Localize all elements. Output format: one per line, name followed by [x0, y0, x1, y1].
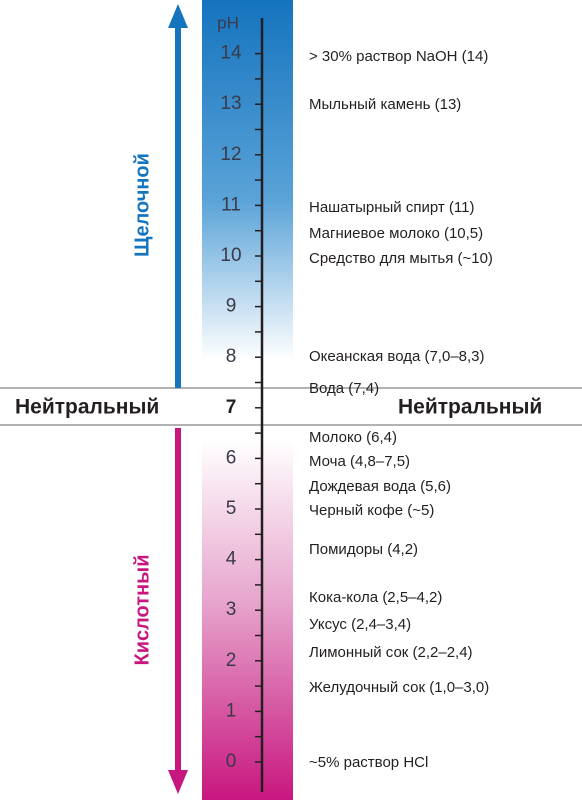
alkaline-label: Щелочной: [131, 153, 153, 257]
substance-label: Вода (7,4): [309, 380, 379, 397]
substance-label: Моча (4,8–7,5): [309, 453, 410, 470]
tick-label: 6: [226, 447, 237, 468]
substance-label: Желудочный сок (1,0–3,0): [309, 679, 489, 696]
alkaline-arrow-head: [168, 4, 188, 28]
neutral-band: [202, 389, 293, 424]
neutral-label: Нейтральный: [398, 396, 542, 419]
substance-label: Лимонный сок (2,2–2,4): [309, 644, 473, 661]
substance-label: Средство для мытья (~10): [309, 250, 493, 267]
substance-label: > 30% раствор NaOH (14): [309, 48, 488, 65]
tick-label: 11: [221, 194, 241, 215]
tick-label: 8: [226, 346, 237, 367]
tick-label: 5: [226, 498, 237, 519]
tick-label: 14: [220, 43, 242, 64]
tick-label: 7: [226, 397, 237, 418]
tick-label: 0: [226, 751, 237, 772]
tick-label: 10: [220, 245, 241, 266]
tick-label: 2: [226, 650, 237, 671]
substance-label: Помидоры (4,2): [309, 541, 418, 558]
tick-label: 9: [226, 296, 237, 317]
tick-label: 1: [226, 700, 237, 721]
substance-label: Дождевая вода (5,6): [309, 478, 451, 495]
substance-label: Магниевое молоко (10,5): [309, 225, 483, 242]
substance-label: ~5% раствор HCl: [309, 754, 428, 771]
tick-label: 3: [226, 599, 237, 620]
neutral-label: Нейтральный: [15, 396, 159, 419]
substance-label: Молоко (6,4): [309, 429, 397, 446]
substance-label: Нашатырный спирт (11): [309, 199, 474, 216]
substance-label: Мыльный камень (13): [309, 96, 461, 113]
scale-unit: pH: [217, 13, 239, 32]
tick-label: 13: [220, 93, 241, 114]
tick-label: 4: [226, 549, 237, 570]
acidic-label: Кислотный: [131, 554, 153, 665]
tick-label: 12: [220, 144, 241, 165]
acidic-arrow-head: [168, 770, 188, 794]
substance-label: Кока-кола (2,5–4,2): [309, 589, 442, 606]
substance-label: Океанская вода (7,0–8,3): [309, 348, 485, 365]
substance-label: Черный кофе (~5): [309, 502, 434, 519]
substance-label: Уксус (2,4–3,4): [309, 616, 411, 633]
